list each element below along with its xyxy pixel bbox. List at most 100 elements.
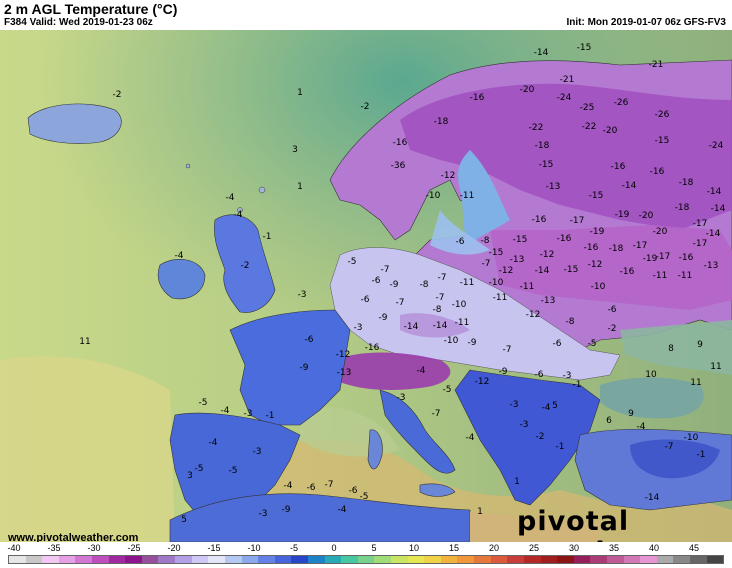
temperature-label: -6 — [455, 237, 465, 247]
colorbar-swatch — [108, 556, 126, 563]
temperature-label: -12 — [498, 266, 514, 276]
subtropical-sea — [0, 356, 175, 542]
colorbar-swatch — [573, 556, 591, 563]
temperature-label: -11 — [492, 293, 508, 303]
map-canvas — [0, 30, 732, 542]
colorbar-tick-label: 15 — [448, 543, 460, 553]
colorbar-swatch — [341, 556, 358, 563]
temperature-label: -10 — [451, 300, 467, 310]
temperature-label: -6 — [534, 370, 544, 380]
colorbar-tick-label: -5 — [289, 543, 299, 553]
temperature-label: -4 — [283, 481, 293, 491]
temperature-map[interactable]: -2 1 -2 3 1 -4 -16 -14 -15 -21 -21 -20 -24 -26 -25 -18-… — [0, 30, 732, 542]
temperature-label: -4 — [337, 505, 347, 515]
temperature-label: -12 — [335, 350, 351, 360]
temperature-label: -9 — [281, 505, 291, 515]
temperature-label: -25 — [579, 103, 595, 113]
arctic-cold-core — [400, 83, 732, 230]
temperature-label: -20 — [638, 211, 654, 221]
colorbar-tick-label: 35 — [608, 543, 620, 553]
colorbar-tick-label: 30 — [568, 543, 580, 553]
temperature-label: -10 — [488, 278, 504, 288]
temperature-label: -7 — [664, 442, 674, 452]
temperature-label: -18 — [678, 178, 694, 188]
temperature-label: -12 — [587, 260, 603, 270]
temperature-label: 1 — [297, 182, 303, 192]
anatolia-cold — [630, 439, 720, 479]
temperature-label: -16 — [392, 138, 408, 148]
temperature-label: -16 — [469, 93, 485, 103]
colorbar-tick-label: 20 — [488, 543, 500, 553]
temperature-label: -4 — [465, 433, 475, 443]
color-scale: -40 -35 -30 -25 -20 -15 -10 -5 0 5 10 15 20 25 30 35 40 4… — [0, 542, 732, 565]
temperature-label: -10 — [590, 282, 606, 292]
temperature-label: -6 — [360, 295, 370, 305]
colorbar-swatch — [208, 556, 225, 563]
colorbar-swatch — [125, 556, 142, 563]
temperature-label: -3 — [243, 409, 253, 419]
temperature-label: -3 — [258, 509, 268, 519]
temperature-label: -4 — [174, 251, 184, 261]
temperature-label: -20 — [602, 126, 618, 136]
temperature-label: 3 — [187, 471, 193, 481]
temperature-label: -5 — [198, 398, 208, 408]
temperature-label: -6 — [348, 486, 358, 496]
colorbar-swatch — [92, 556, 109, 563]
colorbar-swatch — [241, 556, 259, 563]
temperature-label: -3 — [353, 323, 363, 333]
temperature-label: -13 — [336, 368, 352, 378]
colorbar-swatch — [640, 556, 657, 563]
colorbar-tick-label: -20 — [167, 543, 181, 553]
website-url[interactable]: www.pivotalweather.com — [8, 532, 139, 544]
orkney-islands — [237, 207, 243, 213]
colorbar-swatch — [258, 556, 275, 563]
temperature-label: -2 — [607, 324, 617, 334]
colorbar-swatch — [590, 556, 607, 563]
temperature-label: -6 — [371, 276, 381, 286]
temperature-label: -8 — [432, 305, 442, 315]
temperature-label: -5 — [347, 257, 357, 267]
iceland — [27, 103, 122, 144]
temperature-label: 6 — [606, 416, 612, 426]
temperature-label: -16 — [556, 234, 572, 244]
temperature-label: 3 — [292, 145, 298, 155]
temperature-label: -1 — [555, 442, 565, 452]
ireland — [157, 258, 206, 300]
temperature-label: -18 — [608, 244, 624, 254]
temperature-label: -7 — [324, 480, 334, 490]
temperature-label: 1 — [477, 507, 483, 517]
temperature-label: 5 — [181, 515, 187, 525]
temperature-label: -18 — [534, 141, 550, 151]
temperature-label: -14 — [705, 229, 721, 239]
colorbar-swatch — [291, 556, 308, 563]
colorbar-swatch — [557, 556, 574, 563]
temperature-label: -20 — [519, 85, 535, 95]
temperature-label: -3 — [252, 447, 262, 457]
temperature-label: -19 — [642, 254, 658, 264]
caspian-region — [620, 320, 732, 375]
temperature-label: -24 — [708, 141, 724, 151]
temperature-label: 1 — [297, 88, 303, 98]
sicily — [419, 483, 456, 497]
baltic-sea-south — [430, 210, 490, 255]
temperature-label: -10 — [443, 336, 459, 346]
colorbar-swatch — [656, 556, 674, 563]
temperature-label: 8 — [668, 344, 674, 354]
temperature-label: -26 — [613, 98, 629, 108]
valid-time: F384 Valid: Wed 2019-01-23 06z — [4, 17, 153, 28]
colorbar-tick-label: 10 — [408, 543, 420, 553]
temperature-label: -16 — [649, 167, 665, 177]
temperature-label: -9 — [299, 363, 309, 373]
colorbar-swatch — [357, 556, 375, 563]
temperature-label: 9 — [697, 340, 703, 350]
temperature-label: -11 — [459, 278, 475, 288]
colorbar-tick-label: 25 — [528, 543, 540, 553]
temperature-label: -6 — [306, 483, 316, 493]
temperature-label: -6 — [607, 305, 617, 315]
temperature-label: -22 — [581, 122, 597, 132]
temperature-label: -16 — [610, 162, 626, 172]
temperature-label: -4 — [225, 193, 235, 203]
temperature-label: -14 — [533, 48, 549, 58]
temperature-label: -13 — [703, 261, 719, 271]
colorbar-swatch — [391, 556, 408, 563]
